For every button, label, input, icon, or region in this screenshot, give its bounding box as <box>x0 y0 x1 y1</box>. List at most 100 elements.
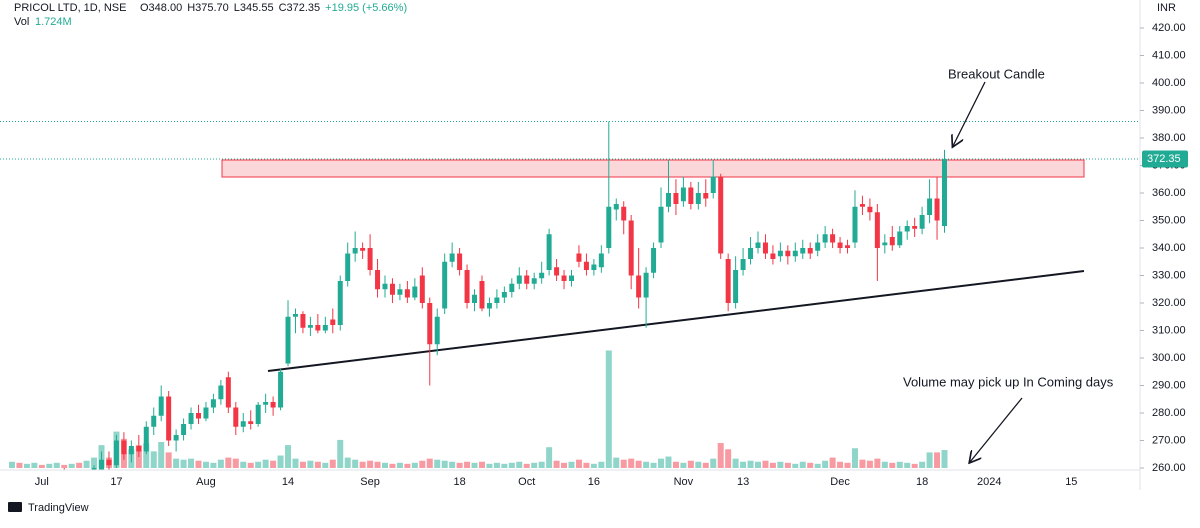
volume-bar <box>665 456 672 468</box>
candle-body <box>442 261 448 309</box>
volume-bar <box>23 463 30 468</box>
volume-bar <box>255 461 262 468</box>
y-tick-label: 350.00 <box>1152 214 1186 226</box>
candle-body <box>501 292 507 298</box>
volume-bar <box>210 462 217 468</box>
volume-bar <box>561 462 568 468</box>
candle-body <box>106 459 112 466</box>
candle-body <box>531 278 537 284</box>
volume-bar <box>359 461 366 468</box>
candle-body <box>360 248 366 251</box>
candle-body <box>479 281 485 309</box>
volume-bar <box>374 461 381 468</box>
volume-bar <box>143 443 150 468</box>
volume-bar <box>322 462 329 468</box>
volume-bar <box>926 452 933 468</box>
candle-body <box>375 270 381 290</box>
candle-body <box>703 193 709 199</box>
candle-body <box>99 459 105 470</box>
candle-body <box>263 402 269 405</box>
candle-body <box>807 248 813 254</box>
candle-body <box>449 253 455 262</box>
candle-body <box>606 206 612 248</box>
candle-body <box>725 259 731 303</box>
resistance-zone <box>221 159 1085 178</box>
breakout-arrow <box>953 81 986 146</box>
candle-body <box>643 272 649 298</box>
volume-bar <box>628 458 635 468</box>
volume-bar <box>904 462 911 468</box>
volume-bar <box>91 457 98 468</box>
candle-body <box>576 253 582 262</box>
volume-bar <box>389 463 396 468</box>
candle-body <box>777 250 783 257</box>
candle-body <box>859 204 865 207</box>
volume-bar <box>352 459 359 468</box>
volume-bar <box>9 461 15 468</box>
y-tick-label: 260.00 <box>1152 462 1186 474</box>
candle-body <box>852 206 858 243</box>
candle-body <box>367 248 373 270</box>
candle-body <box>613 204 619 210</box>
volume-bar <box>538 461 545 468</box>
volume-bar <box>441 460 448 468</box>
volume-bar <box>173 458 180 468</box>
volume-bar <box>225 457 232 468</box>
volume-bar <box>31 462 38 468</box>
volume-pane <box>9 350 948 468</box>
candle-body <box>688 187 694 204</box>
volume-bar <box>546 447 553 468</box>
volume-bar <box>531 462 538 468</box>
volume-bar <box>934 452 941 468</box>
candle-body <box>845 245 851 248</box>
candle-body <box>733 270 739 303</box>
candle-body <box>673 193 679 204</box>
volume-bar <box>277 455 284 468</box>
volume-bar <box>650 462 657 468</box>
volume-bar <box>553 460 560 468</box>
candle-body <box>874 212 880 248</box>
ohlc-value: L345.55 <box>234 2 274 14</box>
candle-body <box>315 325 321 331</box>
volume-bar <box>799 461 806 468</box>
candle-body <box>621 206 627 221</box>
volume-bar <box>247 462 254 468</box>
volume-bar <box>299 461 306 468</box>
candle-body <box>248 421 254 424</box>
candle-body <box>583 261 589 270</box>
x-tick-label: 13 <box>737 476 749 488</box>
candle-body <box>427 303 433 345</box>
candle-body <box>404 289 410 298</box>
volume-bar <box>605 350 612 468</box>
y-tick-label: 360.00 <box>1152 187 1186 199</box>
candle-body <box>278 371 284 408</box>
volume-bar <box>478 461 485 468</box>
volume-bar <box>180 459 187 468</box>
volume-bar <box>337 439 344 468</box>
candle-body <box>143 426 149 452</box>
volume-bar <box>329 459 336 468</box>
candle-body <box>785 250 791 257</box>
x-tick-label: 14 <box>282 476 294 488</box>
candle-body <box>904 226 910 232</box>
volume-bar <box>68 463 75 468</box>
volume-bar <box>814 463 821 468</box>
candle-body <box>889 237 895 246</box>
volume-bar <box>516 461 523 468</box>
volume-bar <box>889 462 896 468</box>
candle-body <box>17 485 22 488</box>
candle-body <box>770 253 776 259</box>
candle-body <box>822 234 828 243</box>
candle-body <box>815 242 821 251</box>
candle-body <box>300 314 306 328</box>
volume-bar <box>859 459 866 468</box>
y-tick-label: 290.00 <box>1152 379 1186 391</box>
candle-body <box>464 270 470 303</box>
annotation: Volume may pick up In Coming days <box>903 374 1114 389</box>
volume-bar <box>844 462 851 468</box>
candle-body <box>210 399 216 408</box>
candle-body <box>665 193 671 207</box>
volume-bar <box>150 451 157 468</box>
volume-arrow <box>970 397 1023 462</box>
candle-body <box>927 198 933 215</box>
